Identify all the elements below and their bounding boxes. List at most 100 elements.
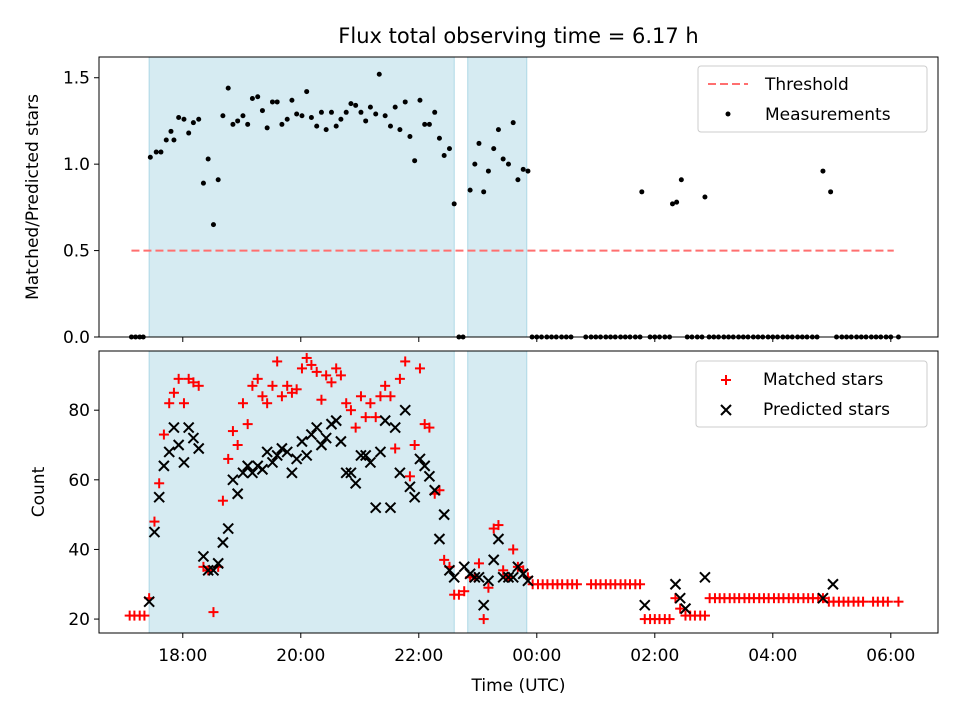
predicted-star-point <box>502 571 515 584</box>
measurement-point <box>205 156 211 162</box>
legend-threshold-label: Threshold <box>764 75 849 95</box>
predicted-star-point <box>281 446 293 458</box>
predicted-star-point <box>300 449 313 462</box>
bottom-legend: Matched stars Predicted stars <box>695 360 928 428</box>
predicted-star-point <box>443 564 456 577</box>
legend-measurement-swatch <box>725 111 731 117</box>
measurement-point <box>289 97 295 103</box>
measurement-point <box>674 199 680 205</box>
matched-star-point <box>345 405 356 416</box>
chart-title: Flux total observing time = 6.17 h <box>338 24 698 48</box>
top-y-tick-label: 0.0 <box>63 328 90 348</box>
matched-star-point <box>164 398 175 409</box>
legend-predicted-label: Predicted stars <box>763 400 890 420</box>
measurement-point <box>304 89 310 95</box>
x-tick-label: 06:00 <box>866 646 915 666</box>
bottom-y-tick-label: 40 <box>68 540 90 560</box>
measurement-point <box>299 113 305 119</box>
predicted-star-point <box>335 435 347 448</box>
measurement-point <box>422 121 428 127</box>
matched-star-point <box>400 356 411 367</box>
predicted-star-point <box>469 571 481 584</box>
matched-star-point <box>635 579 646 590</box>
measurement-point <box>147 154 153 160</box>
predicted-star-point <box>355 449 367 462</box>
predicted-star-point <box>384 501 397 514</box>
predicted-star-point <box>477 599 490 611</box>
measurement-point <box>467 187 473 193</box>
predicted-star-point <box>433 533 446 545</box>
measurement-point <box>284 116 290 122</box>
matched-star-point <box>188 377 199 388</box>
matched-star-point <box>365 398 376 409</box>
matched-star-point <box>571 579 582 590</box>
matched-star-point <box>858 596 869 607</box>
matched-star-point <box>232 440 243 450</box>
predicted-star-point <box>187 432 200 444</box>
measurement-point <box>333 123 339 129</box>
measurement-point <box>323 127 329 133</box>
matched-star-point <box>370 412 381 423</box>
measurement-point <box>200 180 206 186</box>
top-y-tick-label: 0.5 <box>63 242 90 262</box>
legend-measurements-label: Measurements <box>765 105 891 125</box>
measurement-point <box>318 109 324 115</box>
x-tick-label: 04:00 <box>748 646 797 666</box>
measurement-point <box>412 158 418 164</box>
matched-star-point <box>158 429 169 440</box>
matched-star-point <box>247 380 258 391</box>
top-legend-box <box>697 65 928 133</box>
predicted-star-point <box>679 602 692 615</box>
predicted-star-point <box>286 467 298 479</box>
matched-star-point <box>217 495 228 506</box>
measurement-point <box>525 168 531 174</box>
predicted-star-point <box>473 571 485 584</box>
measurement-point <box>515 177 521 183</box>
bottom-y-tick-label: 20 <box>68 610 90 630</box>
top-y-axis-label: Matched/Predicted stars <box>23 94 43 300</box>
measurement-point <box>392 104 398 110</box>
predicted-star-point <box>143 595 155 608</box>
measurement-point <box>328 109 334 115</box>
bottom-y-tick-label: 80 <box>68 401 90 421</box>
matched-star-point <box>168 387 179 398</box>
measurement-point <box>491 146 497 152</box>
predicted-star-point <box>522 575 534 587</box>
x-tick-label: 02:00 <box>630 646 679 666</box>
measurement-point <box>426 121 432 127</box>
bottom-plot-frame <box>98 350 939 634</box>
predicted-stars-points <box>143 404 839 615</box>
predicted-star-point <box>438 508 450 521</box>
matched-star-point <box>360 412 371 423</box>
bottom-panel: 20 40 60 80 18:00 20:00 22:00 00:00 02:00 04:00 0… <box>29 350 939 696</box>
measurement-point <box>446 146 452 152</box>
measurement-point <box>240 113 246 119</box>
measurement-point <box>510 120 516 126</box>
predicted-star-point <box>153 491 165 503</box>
matched-star-point <box>257 391 268 402</box>
top-panel: 0.0 0.5 1.0 1.5 Matched/Predicted stars Thr… <box>23 56 939 348</box>
predicted-star-point <box>345 467 357 479</box>
measurement-point <box>269 99 275 105</box>
measurement-point <box>500 156 506 162</box>
matched-star-point <box>291 384 302 395</box>
predicted-star-point <box>320 432 332 444</box>
measurement-point <box>828 189 834 195</box>
bottom-y-tick-label: 60 <box>68 471 90 491</box>
predicted-star-point <box>364 456 377 469</box>
matched-star-point <box>664 614 675 625</box>
measurement-point <box>520 166 526 172</box>
matched-star-point <box>193 380 204 391</box>
bottom-x-axis: 18:00 20:00 22:00 00:00 02:00 04:00 06:00 <box>158 633 915 666</box>
predicted-star-point <box>290 453 303 465</box>
predicted-star-point <box>488 554 500 566</box>
matched-star-point <box>252 373 263 384</box>
measurement-point <box>190 120 196 126</box>
top-shaded-intervals <box>148 56 528 338</box>
bottom-y-axis: 20 40 60 80 <box>68 401 99 630</box>
measurement-point <box>376 71 382 77</box>
measurement-point <box>294 111 300 117</box>
predicted-star-point <box>389 421 401 434</box>
matched-star-point <box>301 352 312 363</box>
